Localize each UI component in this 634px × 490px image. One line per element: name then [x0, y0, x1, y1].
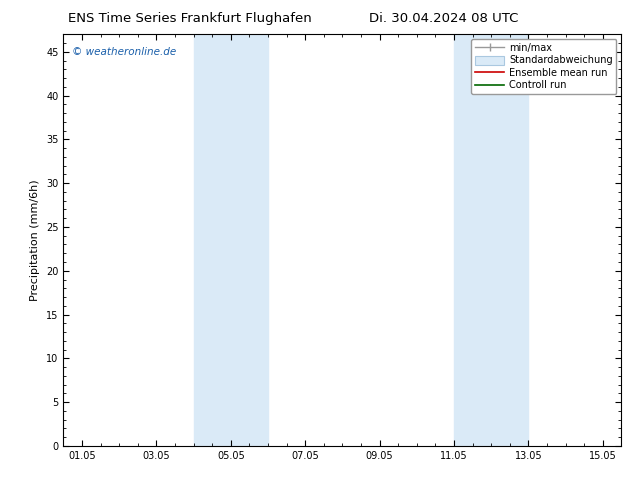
Text: ENS Time Series Frankfurt Flughafen: ENS Time Series Frankfurt Flughafen: [68, 12, 312, 25]
Text: © weatheronline.de: © weatheronline.de: [72, 47, 176, 57]
Y-axis label: Precipitation (mm/6h): Precipitation (mm/6h): [30, 179, 41, 301]
Bar: [193, 34, 268, 446]
Text: Di. 30.04.2024 08 UTC: Di. 30.04.2024 08 UTC: [369, 12, 519, 25]
Legend: min/max, Standardabweichung, Ensemble mean run, Controll run: min/max, Standardabweichung, Ensemble me…: [471, 39, 616, 94]
Bar: [454, 34, 528, 446]
